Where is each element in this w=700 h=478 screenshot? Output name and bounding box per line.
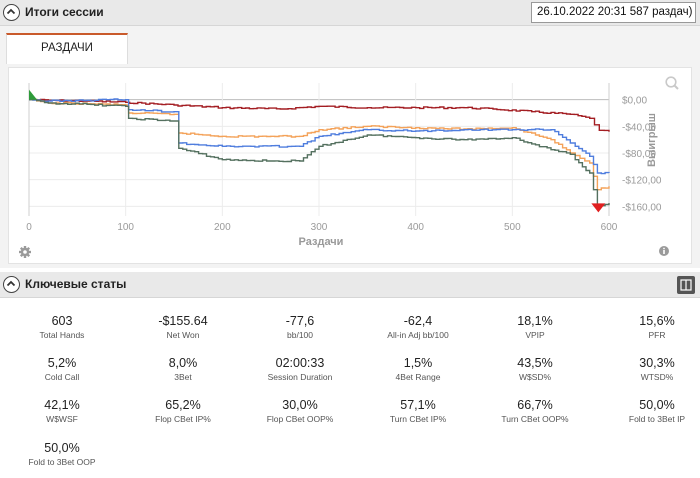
x-tick-label: 100 <box>117 222 134 233</box>
stat-value: 18,1% <box>517 314 553 328</box>
stat-label: Session Duration <box>267 372 333 382</box>
stat-value: 57,1% <box>400 398 436 412</box>
stat-value: 42,1% <box>44 398 80 412</box>
stat-value: 30,0% <box>282 398 318 412</box>
stat-value: -$155.64 <box>158 314 208 328</box>
stat-label: Flop CBet IP% <box>155 414 211 424</box>
x-tick-label: 300 <box>311 222 328 233</box>
x-tick-label: 200 <box>214 222 231 233</box>
series-line <box>29 98 610 191</box>
stat-label: Cold Call <box>44 372 80 382</box>
gear-icon[interactable] <box>19 246 31 258</box>
stat-item: 15,6% PFR <box>602 314 700 340</box>
collapse-session-button[interactable] <box>3 4 20 21</box>
collapse-stats-button[interactable] <box>3 276 20 293</box>
columns-icon <box>680 279 692 291</box>
session-summary-header: Итоги сессии 26.10.2022 20:31 587 раздач… <box>0 0 700 26</box>
tab-strip: РАЗДАЧИ <box>0 26 700 64</box>
x-tick-label: 600 <box>601 222 618 233</box>
stat-value: 02:00:33 <box>275 356 325 370</box>
series-line <box>29 98 610 207</box>
stat-value: 43,5% <box>517 356 553 370</box>
stat-label: Total Hands <box>39 330 85 340</box>
stat-item: 30,0% Flop CBet OOP% <box>245 398 355 424</box>
y-tick-label: -$120,00 <box>622 176 662 187</box>
stat-value: -62,4 <box>403 314 433 328</box>
start-marker <box>29 89 37 100</box>
stat-item: 5,2% Cold Call <box>7 356 117 382</box>
stat-item: 50,0% Fold to 3Bet IP <box>602 398 700 424</box>
stat-label: W$SD% <box>518 372 552 382</box>
stat-label: 4Bet Range <box>395 372 441 382</box>
y-tick-label: -$80,00 <box>622 149 656 160</box>
session-selector[interactable]: 26.10.2022 20:31 587 раздач) <box>531 2 696 23</box>
x-tick-label: 500 <box>504 222 521 233</box>
stat-label: PFR <box>648 330 666 340</box>
winnings-chart: $0,00 -$40,00 -$80,00 -$120,00 -$160,00 0 100 2… <box>19 76 679 258</box>
stat-label: WTSD% <box>640 372 674 382</box>
y-axis-label: Выигрыш <box>646 113 658 167</box>
stat-value: -77,6 <box>285 314 315 328</box>
stat-item: 43,5% W$SD% <box>480 356 590 382</box>
stat-item: 42,1% W$WSF <box>7 398 117 424</box>
stat-value: 1,5% <box>403 356 433 370</box>
x-axis-label: Раздачи <box>299 236 344 248</box>
y-tick-label: $0,00 <box>622 96 647 107</box>
zoom-icon[interactable] <box>665 76 679 90</box>
stat-value: 603 <box>51 314 73 328</box>
stat-item: 66,7% Turn CBet OOP% <box>480 398 590 424</box>
stat-item: -$155.64 Net Won <box>128 314 238 340</box>
stat-label: VPIP <box>525 330 545 340</box>
stat-item: 50,0% Fold to 3Bet OOP <box>7 441 117 467</box>
tab-hands[interactable]: РАЗДАЧИ <box>6 33 128 64</box>
stat-label: Fold to 3Bet IP <box>628 414 686 424</box>
series-line <box>29 98 610 132</box>
stat-item: -62,4 All-in Adj bb/100 <box>363 314 473 340</box>
series-line <box>29 98 610 175</box>
stat-item: 30,3% WTSD% <box>602 356 700 382</box>
stat-item: 603 Total Hands <box>7 314 117 340</box>
chevron-up-icon <box>6 280 16 287</box>
stat-value: 66,7% <box>517 398 553 412</box>
stat-label: Turn CBet OOP% <box>501 414 569 424</box>
key-stats-header: Ключевые статы <box>0 272 700 298</box>
x-tick-label: 0 <box>26 222 32 233</box>
stat-label: Flop CBet OOP% <box>266 414 334 424</box>
stat-item: 65,2% Flop CBet IP% <box>128 398 238 424</box>
chart-frame: $0,00 -$40,00 -$80,00 -$120,00 -$160,00 0 100 2… <box>8 67 692 264</box>
stat-value: 50,0% <box>44 441 80 455</box>
stat-item: 57,1% Turn CBet IP% <box>363 398 473 424</box>
info-icon[interactable] <box>659 246 669 256</box>
stat-label: Turn CBet IP% <box>389 414 447 424</box>
stat-item: 18,1% VPIP <box>480 314 590 340</box>
stat-item: -77,6 bb/100 <box>245 314 355 340</box>
stat-value: 50,0% <box>639 398 675 412</box>
stat-label: Fold to 3Bet OOP <box>28 457 96 467</box>
stat-label: All-in Adj bb/100 <box>387 330 449 340</box>
key-stats-title: Ключевые статы <box>25 277 127 291</box>
stat-item: 1,5% 4Bet Range <box>363 356 473 382</box>
panel-layout-button[interactable] <box>677 276 695 294</box>
session-summary-title: Итоги сессии <box>25 5 104 19</box>
stat-value: 30,3% <box>639 356 675 370</box>
stat-value: 5,2% <box>47 356 77 370</box>
stat-label: bb/100 <box>287 330 313 340</box>
stat-label: W$WSF <box>46 414 78 424</box>
stat-item: 02:00:33 Session Duration <box>245 356 355 382</box>
stat-value: 15,6% <box>639 314 675 328</box>
y-tick-label: -$160,00 <box>622 202 662 213</box>
stat-value: 8,0% <box>168 356 198 370</box>
stat-item: 8,0% 3Bet <box>128 356 238 382</box>
stat-label: 3Bet <box>174 372 192 382</box>
chart-area: $0,00 -$40,00 -$80,00 -$120,00 -$160,00 0 100 2… <box>0 64 700 268</box>
stat-value: 65,2% <box>165 398 201 412</box>
end-marker <box>591 203 606 213</box>
x-tick-label: 400 <box>407 222 424 233</box>
chevron-up-icon <box>6 8 16 15</box>
stat-label: Net Won <box>166 330 200 340</box>
y-tick-label: -$40,00 <box>622 122 656 133</box>
